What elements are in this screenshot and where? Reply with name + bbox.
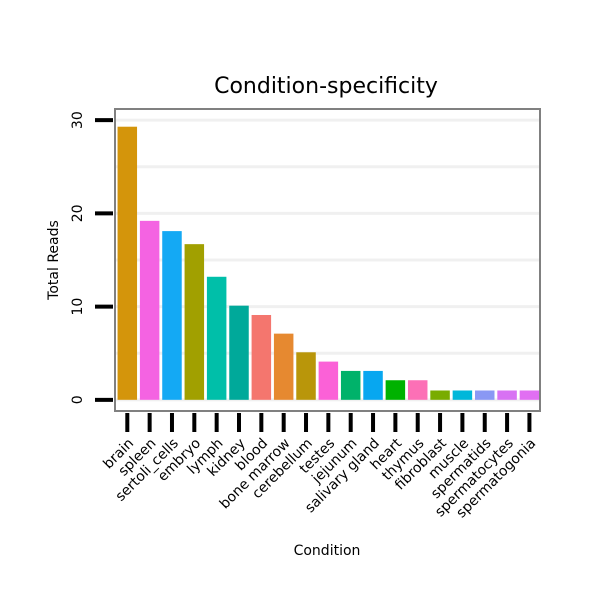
bar-jejunum (340, 370, 361, 400)
bars (117, 126, 540, 400)
x-axis-title: Condition (294, 543, 361, 559)
bar-lymph (206, 276, 227, 400)
bar-bone-marrow (273, 333, 294, 400)
bar-muscle (452, 390, 473, 400)
x-axis: brainspleensertoli_cellsembryolymphkidne… (100, 413, 539, 521)
bar-spleen (139, 220, 160, 400)
y-axis-title: Total Reads (46, 220, 62, 301)
bar-kidney (229, 305, 249, 400)
bar-cerebellum (296, 352, 316, 400)
chart-title: Condition-specificity (214, 74, 438, 99)
bar-spermatids (474, 390, 495, 400)
bar-spermatocytes (497, 390, 517, 400)
bar-heart (385, 380, 406, 400)
bar-salivary-gland (363, 370, 383, 400)
y-tick-label: 0 (70, 395, 86, 404)
y-axis: 0 10 20 30 (70, 111, 113, 404)
bar-brain (117, 126, 138, 400)
plot-frame (114, 108, 541, 412)
bar-spermatogonia (519, 390, 540, 400)
y-tick-label: 20 (70, 204, 86, 222)
bar-embryo (184, 244, 205, 400)
bar-blood (251, 314, 272, 400)
bar-fibroblast (430, 390, 450, 400)
y-tick-label: 30 (70, 111, 86, 129)
bar-thymus (407, 380, 428, 400)
bar-sertoli-cells (162, 231, 182, 400)
y-tick-label: 10 (70, 298, 86, 316)
bar-testes (318, 361, 339, 400)
